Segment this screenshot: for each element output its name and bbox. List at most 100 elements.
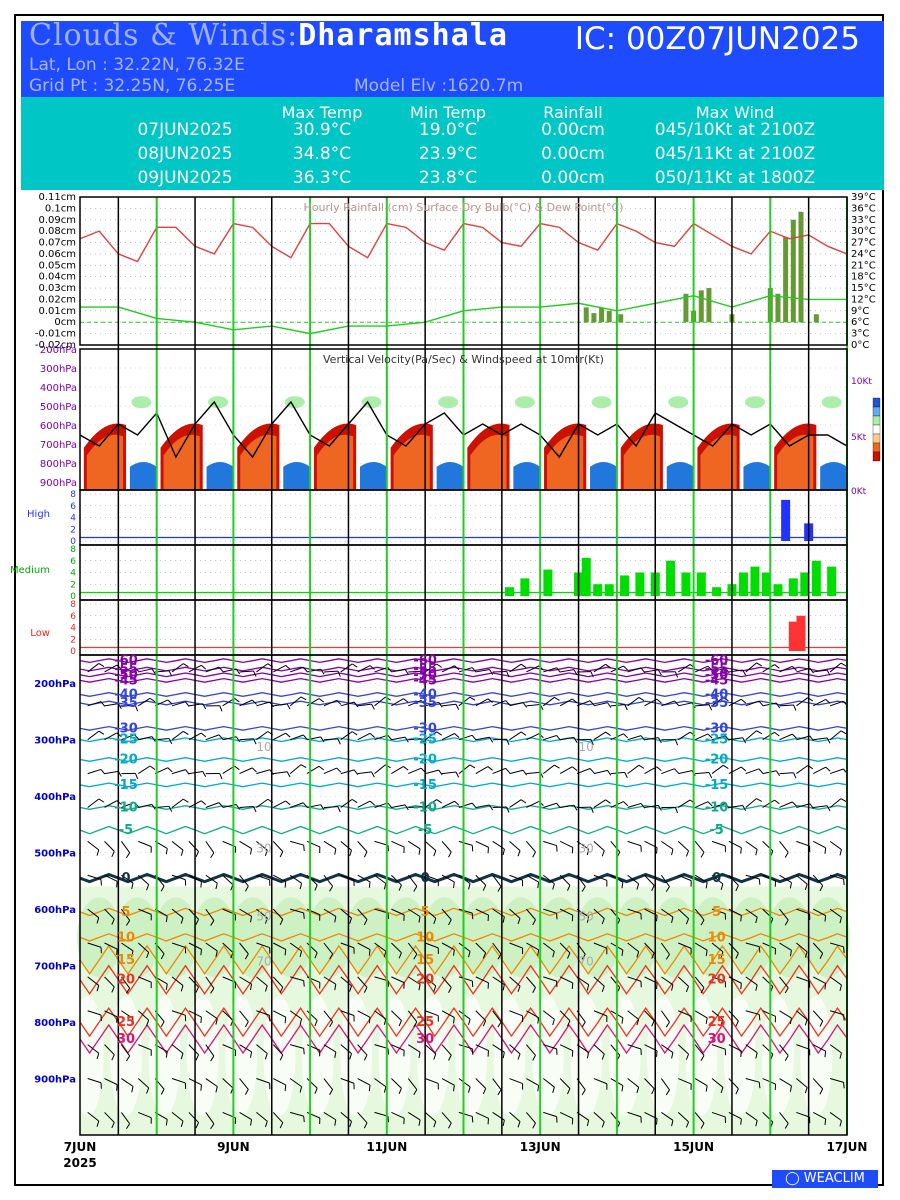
wind-barb [121,841,131,853]
wind-barb [104,1044,115,1056]
wind-barb-feather [674,671,679,678]
wind-barb-feather [502,1119,505,1127]
wind-barb-feather [253,806,257,813]
wind-barb [239,1044,252,1053]
wind-barb [340,731,353,741]
wind-barb [441,874,455,883]
wind-barb-feather [264,985,268,992]
wind-barb-feather [755,917,758,924]
wind-barb [593,1112,605,1123]
wind-barb-feather [819,1088,824,1095]
wind-barb-feather [517,1121,521,1128]
wind-barb [256,1078,270,1084]
isotherm-label: -5 [709,823,723,838]
wind-barb [87,1078,102,1084]
wind-barb-feather [700,851,705,858]
wind-barb [728,1044,742,1052]
wind-barb-feather [303,912,305,919]
wind-barb [627,764,640,774]
wind-barb [762,799,775,808]
rain-tick-label: 0.03cm [38,283,76,294]
wind-barb [543,735,557,741]
wind-barb [391,840,405,848]
wind-barb-feather [804,951,808,958]
temp-tick-label: 30°C [851,226,876,237]
cloud-level-label: Medium [10,565,50,576]
wind-barb-feather [299,1018,303,1025]
wind-barb [475,804,490,808]
wind-barb-feather [235,804,241,810]
wind-barb [256,942,270,949]
wind-barb-feather [202,703,207,710]
wind-barb-feather [497,1089,502,1096]
rain-bar [798,211,804,323]
wind-barb-feather [640,667,646,673]
wind-barb-feather [329,885,334,892]
isotherm-label: 25 [708,1015,726,1030]
wind-barb-feather [98,798,105,803]
wind-barb [205,1010,218,1020]
wind-barb [171,874,186,881]
rh-dry-area [570,995,603,1116]
wind-barb [273,703,288,707]
wind-barb-feather [674,700,679,706]
wind-barb [694,1044,705,1056]
rh-dry-area [493,995,526,1116]
wind-barb-feather [700,1123,705,1129]
wind-barb [391,1078,402,1089]
wind-barb-feather [605,799,611,804]
wind-barb [526,976,536,988]
downdraft-area [359,462,387,490]
wind-barb-feather [468,1086,471,1093]
temp-tick-label: 36°C [851,203,876,214]
wind-barb [424,1112,437,1122]
wind-barb-feather [349,917,353,924]
wind-barb [745,730,757,741]
wind-barb [796,874,808,885]
wind-barb-feather [320,668,325,675]
wind-barb [340,840,352,851]
wind-barb-feather [284,1017,287,1024]
rh-dry-area [225,995,258,1116]
wind-barb [374,942,387,952]
wind-barb-feather [250,1119,253,1126]
temp-tick-label: 27°C [851,238,876,249]
wind-barb-feather [453,881,455,888]
wind-barb [559,874,571,886]
wind-barb [543,1111,557,1118]
wind-barb-feather [210,988,215,994]
cloud-bar [505,587,515,596]
wind-barb [272,908,284,920]
wind-barb-feather [398,952,402,959]
wind-barb [542,942,555,952]
cloud-bar [696,572,706,596]
wind-barb [407,874,418,887]
wind-barb-feather [520,663,527,669]
wind-barb [829,1078,844,1083]
wind-barb [509,874,523,881]
wind-barb-feather [705,882,708,889]
wind-barb-feather [522,702,527,708]
wind-barb [711,764,724,774]
wind-barb [424,1078,439,1084]
wind-barb [205,1078,218,1087]
wind-barb [424,976,437,987]
wind-barb-feather [601,1053,605,1060]
wind-barb-feather [720,1019,724,1026]
wind-barb-feather [250,1051,253,1058]
wind-barb-feather [725,735,730,741]
wind-barb-feather [438,702,443,708]
wind-barb-feather [671,1120,674,1127]
cloud-tick-label: 0 [70,647,76,657]
isotherm-label: -50 [114,668,138,683]
wind-barb [239,738,254,741]
wind-barb [171,908,184,919]
weak-motion-area [438,396,459,409]
wind-barb-feather [819,1020,824,1027]
wind-barb-feather [284,881,287,888]
downdraft-area [513,462,541,490]
vv-legend-swatch [872,442,881,453]
wind-barb-feather [134,802,139,808]
wind-barb [121,666,135,673]
wind-barb [104,1112,115,1123]
